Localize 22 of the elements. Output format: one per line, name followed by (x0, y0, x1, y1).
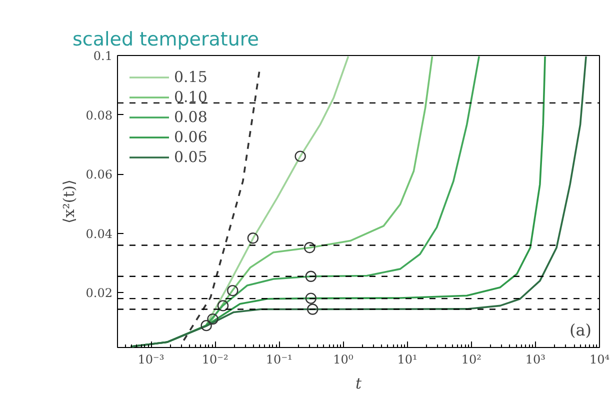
x-axis-title: t (355, 374, 362, 392)
y-tick-label: 0.08 (86, 108, 112, 122)
x-tick-label: 10² (461, 352, 482, 366)
x-tick-label: 10⁻¹ (266, 352, 292, 366)
y-axis-title: ⟨x²(t)⟩ (60, 180, 78, 224)
legend-label: 0.08 (174, 108, 208, 126)
x-tick-label: 10⁻³ (138, 352, 164, 366)
legend-label: 0.05 (174, 148, 208, 166)
x-tick-label: 10⁻² (202, 352, 228, 366)
y-tick-label: 0.04 (86, 226, 113, 241)
x-tick-label: 10⁰ (333, 352, 354, 366)
x-tick-label: 10³ (525, 352, 546, 366)
x-tick-label: 10¹ (397, 352, 418, 366)
annotation: (a) (569, 320, 592, 340)
chart-title: scaled temperature (72, 28, 259, 50)
legend-label: 0.15 (174, 68, 208, 86)
legend-label: 0.06 (174, 128, 208, 146)
y-tick-label: 0.06 (86, 168, 112, 182)
y-tick-label: 0.1 (93, 49, 113, 63)
y-tick-label: 0.02 (86, 286, 112, 300)
x-tick-label: 10⁴ (589, 352, 610, 366)
legend-label: 0.10 (174, 88, 208, 106)
